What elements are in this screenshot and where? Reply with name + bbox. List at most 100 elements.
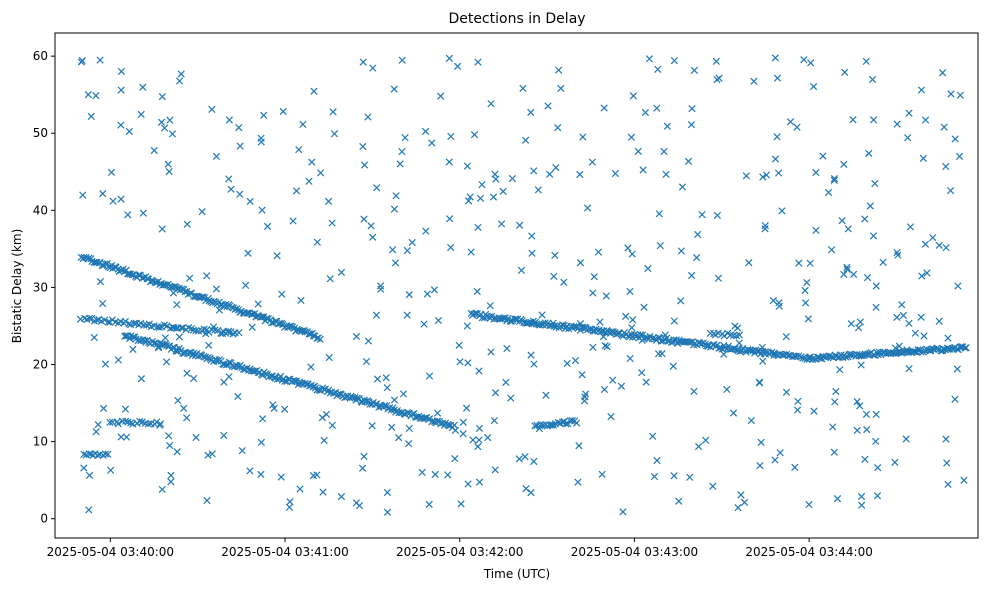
track-point (101, 316, 109, 324)
clutter-point (686, 473, 694, 481)
clutter-point (872, 282, 880, 290)
track-point (130, 319, 138, 328)
clutter-point (830, 175, 839, 183)
clutter-point (836, 366, 844, 374)
clutter-point (771, 54, 779, 62)
clutter-point (678, 183, 687, 191)
clutter-point (626, 287, 634, 296)
clutter-point (235, 123, 243, 132)
clutter-point (408, 238, 416, 247)
clutter-point (437, 92, 445, 100)
clutter-point (687, 271, 696, 280)
clutter-point (873, 492, 882, 500)
track-point (962, 344, 970, 352)
clutter-point (782, 333, 790, 341)
clutter-point (403, 246, 411, 255)
clutter-point (955, 152, 964, 160)
clutter-point (742, 172, 750, 180)
clutter-point (165, 432, 173, 440)
clutter-point (403, 311, 411, 319)
track-point (136, 417, 144, 426)
clutter-point (469, 436, 477, 444)
clutter-point (423, 290, 432, 298)
clutter-point (600, 104, 608, 112)
clutter-point (840, 160, 848, 169)
clutter-point (800, 56, 808, 64)
clutter-point (474, 223, 482, 231)
clutter-point (503, 344, 511, 353)
track-point (251, 367, 259, 375)
track-point (93, 316, 101, 324)
clutter-point (519, 84, 527, 92)
clutter-point (528, 232, 536, 240)
clutter-point (670, 56, 679, 65)
x-tick-label: 2025-05-04 03:42:00 (396, 545, 523, 559)
clutter-point (208, 450, 216, 458)
clutter-point (168, 130, 177, 138)
clutter-point (943, 459, 951, 467)
clutter-point (574, 478, 582, 486)
clutter-point (829, 423, 837, 431)
track-point (118, 417, 127, 425)
track-point (761, 348, 769, 356)
clutter-point (849, 270, 858, 278)
track-point (156, 420, 165, 428)
clutter-point (805, 500, 813, 509)
track-point (200, 325, 208, 333)
clutter-point (382, 374, 390, 382)
clutter-point (893, 248, 901, 257)
clutter-point (190, 374, 198, 383)
clutter-point (360, 161, 369, 169)
clutter-point (960, 476, 968, 484)
clutter-point (377, 285, 385, 293)
clutter-point (186, 274, 194, 282)
clutter-point (745, 258, 753, 267)
clutter-point (318, 414, 326, 422)
clutter-point (902, 435, 910, 443)
clutter-point (476, 194, 485, 202)
clutter-point (398, 56, 406, 64)
clutter-point (733, 324, 742, 332)
track-point (450, 421, 458, 429)
clutter-point (359, 142, 367, 151)
clutter-point (609, 376, 617, 384)
track-point (155, 323, 163, 331)
clutter-point (576, 170, 584, 179)
clutter-point (775, 299, 783, 307)
clutter-point (715, 74, 723, 82)
clutter-point (712, 57, 720, 66)
x-tick-label: 2025-05-04 03:43:00 (571, 545, 698, 559)
clutter-point (640, 303, 648, 311)
clutter-point (277, 473, 285, 481)
clutter-point (690, 66, 699, 74)
clutter-point (935, 241, 943, 250)
track-point (702, 342, 711, 350)
clutter-point (101, 360, 110, 368)
clutter-point (388, 423, 396, 431)
clutter-point (122, 433, 131, 441)
clutter-point (486, 302, 494, 310)
clutter-point (310, 87, 318, 95)
clutter-point (478, 180, 486, 189)
clutter-point (675, 497, 683, 505)
clutter-point (840, 270, 848, 278)
clutter-point (85, 506, 93, 514)
clutter-point (872, 303, 880, 312)
clutter-point (953, 365, 961, 373)
clutter-point (747, 416, 755, 425)
clutter-point (812, 168, 820, 177)
x-axis: 2025-05-04 03:40:00 2025-05-04 03:41:00 20… (47, 538, 873, 559)
track-point (177, 324, 186, 332)
clutter-point (459, 418, 467, 427)
clutter-point (720, 350, 728, 358)
clutter-point (617, 382, 626, 390)
clutter-point (79, 191, 87, 199)
clutter-point (257, 138, 265, 146)
clutter-point (391, 259, 400, 267)
clutter-point (862, 410, 871, 418)
track-point (144, 420, 153, 428)
track-point (729, 331, 738, 340)
clutter-point (893, 313, 901, 321)
track-point (334, 390, 342, 399)
clutter-point (368, 422, 376, 430)
